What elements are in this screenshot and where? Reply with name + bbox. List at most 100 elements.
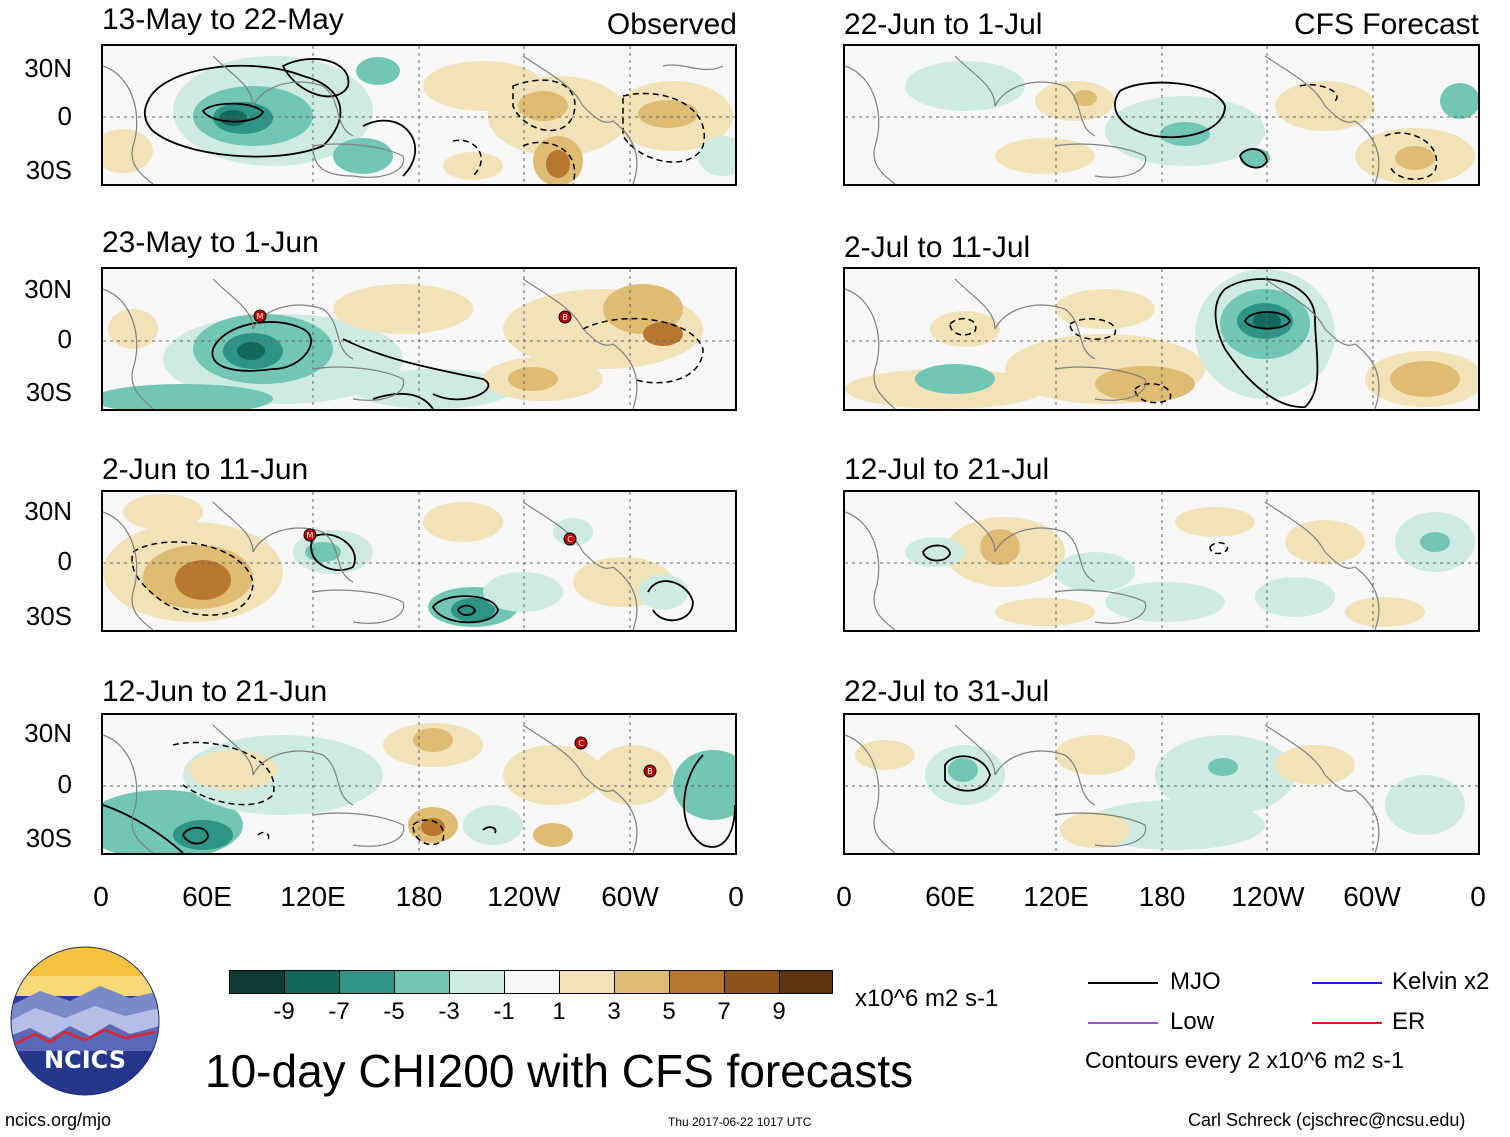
lon-label: 60E (925, 881, 975, 912)
lon-label: 120W (487, 881, 561, 912)
coastlines (103, 724, 638, 853)
lat-label-30n: 30N (24, 53, 72, 83)
colorbar-units: x10^6 m2 s-1 (855, 985, 999, 1012)
lat-label-30n: 30N (24, 274, 72, 304)
suppressed-contours (172, 741, 445, 846)
map-panel-obs-2: M B (101, 267, 737, 411)
colorbar-swatch (780, 971, 832, 993)
anomaly-shading (103, 284, 703, 409)
colorbar-tick: 1 (552, 998, 566, 1025)
mjo-contours (922, 544, 951, 562)
panel-title-fc-2: 2-Jul to 11-Jul (844, 231, 1031, 264)
forecast-header: CFS Forecast (1293, 8, 1479, 41)
coastlines (103, 278, 638, 409)
storm-marker-label: C (578, 739, 584, 748)
storm-marker: M (253, 309, 267, 323)
lon-label: 180 (1138, 881, 1186, 912)
ncics-logo: NCICS (10, 946, 160, 1096)
map-panel-obs-4: C B (101, 713, 737, 855)
panel-title-fc-4: 22-Jul to 31-Jul (844, 675, 1050, 708)
storm-marker: M (303, 528, 317, 542)
lon-label: 0 (1470, 881, 1486, 912)
map-panel-fc-2 (843, 267, 1480, 411)
panel-title-obs-2: 23-May to 1-Jun (102, 226, 319, 259)
anomaly-shading (845, 269, 1478, 409)
colorbar (229, 970, 833, 994)
colorbar-tick: -1 (493, 998, 515, 1025)
observed-header: Observed (606, 8, 737, 41)
colorbar-tick: 3 (607, 998, 621, 1025)
colorbar-tick: 9 (772, 998, 786, 1025)
colorbar-swatch (340, 971, 395, 993)
mjo-contours (211, 321, 490, 409)
legend-label-low: Low (1170, 1008, 1215, 1035)
lon-label: 120E (1023, 881, 1089, 912)
anomaly-shading (103, 56, 735, 184)
colorbar-swatch (285, 971, 340, 993)
legend-label-kelvin: Kelvin x2 (1392, 968, 1490, 995)
lat-label-eq: 0 (57, 324, 72, 354)
storm-marker: B (643, 764, 657, 778)
colorbar-tick: -7 (328, 998, 350, 1025)
legend-label-er: ER (1392, 1008, 1426, 1035)
lat-label-30n: 30N (24, 496, 72, 526)
lon-label: 180 (395, 881, 443, 912)
grid-lines (103, 492, 735, 630)
map-panel-obs-1 (101, 44, 737, 186)
panel-title-obs-4: 12-Jun to 21-Jun (102, 675, 328, 708)
anomaly-shading (103, 494, 688, 627)
lat-label-30s: 30S (25, 601, 72, 631)
timestamp: Thu 2017-06-22 1017 UTC (668, 1115, 812, 1129)
map-panel-fc-4 (843, 713, 1480, 855)
grid-lines (103, 715, 735, 853)
lat-label-30s: 30S (25, 377, 72, 407)
suppressed-contours (1299, 84, 1438, 180)
legend-line-er (1312, 1022, 1382, 1024)
lon-label: 0 (728, 881, 744, 912)
colorbar-swatch (230, 971, 285, 993)
colorbar-swatch (560, 971, 615, 993)
legend-line-kelvin (1312, 982, 1382, 984)
colorbar-swatch (615, 971, 670, 993)
storm-marker-label: B (647, 767, 653, 776)
lat-label-30s: 30S (25, 155, 72, 185)
colorbar-tick: 5 (662, 998, 676, 1025)
storm-marker: C (563, 532, 577, 546)
mjo-contours (1114, 81, 1268, 169)
colorbar-swatch (505, 971, 560, 993)
site-link[interactable]: ncics.org/mjo (5, 1110, 112, 1130)
logo-text: NCICS (44, 1046, 126, 1074)
coastlines (845, 55, 1380, 184)
map-panel-fc-1 (843, 44, 1480, 186)
mjo-contours (103, 754, 735, 853)
colorbar-tick: 7 (717, 998, 731, 1025)
legend-label-mjo: MJO (1170, 968, 1221, 995)
mjo-contours (310, 533, 694, 624)
storm-marker-label: B (562, 313, 568, 322)
anomaly-shading (855, 735, 1465, 850)
figure-title: 10-day CHI200 with CFS forecasts (205, 1045, 914, 1097)
coastlines (845, 278, 1380, 409)
lon-label: 120W (1231, 881, 1305, 912)
coastlines (845, 724, 1380, 853)
anomaly-shading (905, 507, 1475, 627)
mjo-contours (1214, 278, 1319, 408)
lat-label-eq: 0 (57, 101, 72, 131)
lat-label-eq: 0 (57, 769, 72, 799)
suppressed-contours (582, 317, 704, 384)
colorbar-tick: -5 (383, 998, 405, 1025)
lat-label-30s: 30S (25, 823, 72, 853)
panel-title-obs-1: 13-May to 22-May (102, 3, 344, 36)
grid-lines (845, 269, 1478, 409)
map-panel-fc-3 (843, 490, 1480, 632)
storm-marker-label: C (567, 535, 573, 544)
coastlines (103, 501, 638, 630)
lat-label-30n: 30N (24, 718, 72, 748)
colorbar-swatch (725, 971, 780, 993)
storm-marker: C (574, 736, 588, 750)
panel-title-fc-1: 22-Jun to 1-Jul (844, 8, 1043, 41)
lon-label: 0 (93, 881, 109, 912)
lon-label: 120E (280, 881, 346, 912)
suppressed-contours (1209, 542, 1229, 555)
grid-lines (845, 492, 1478, 630)
